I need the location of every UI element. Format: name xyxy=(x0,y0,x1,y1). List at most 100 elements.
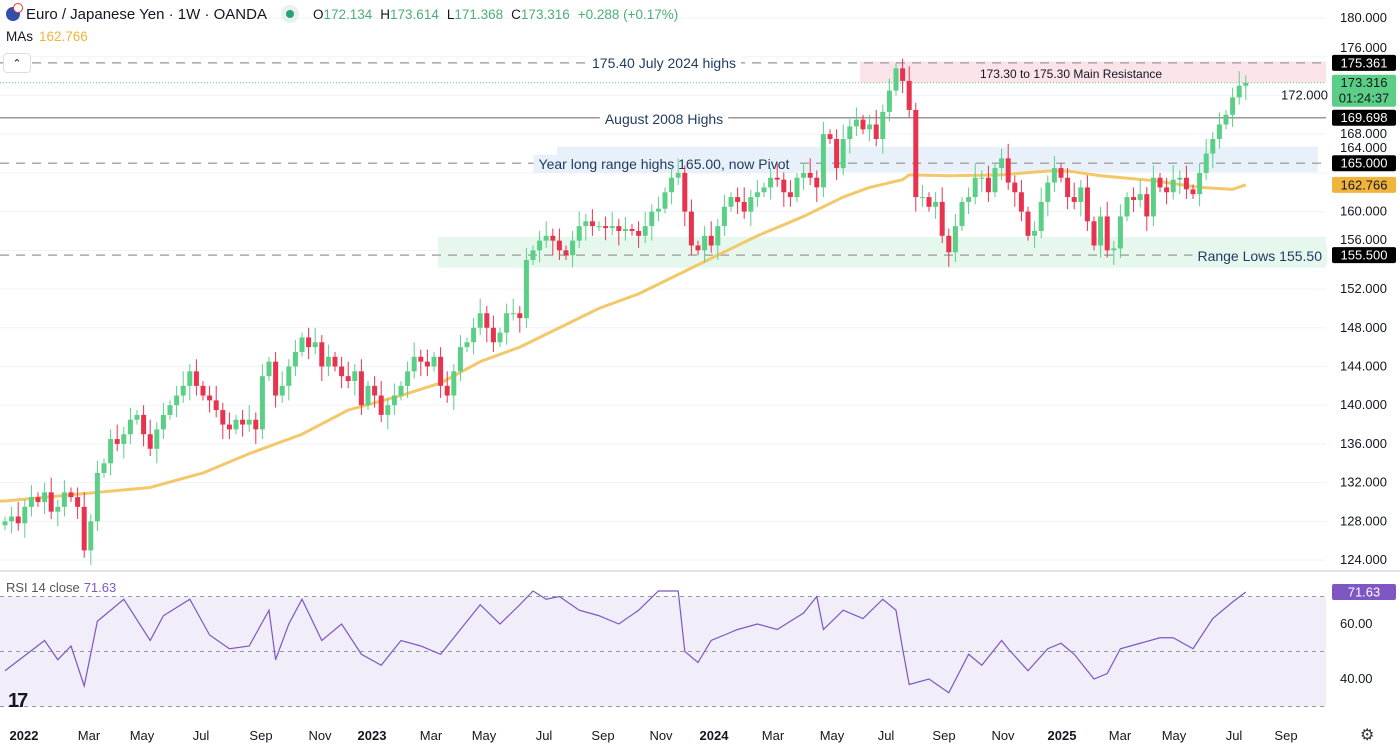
candle xyxy=(636,221,642,248)
candle-body xyxy=(319,342,325,367)
candle xyxy=(649,204,655,241)
candle xyxy=(431,351,437,372)
candle-body xyxy=(418,356,424,362)
candle xyxy=(939,187,945,244)
candle xyxy=(28,485,34,517)
candle-body xyxy=(801,172,807,178)
candle xyxy=(840,124,846,176)
candle-body xyxy=(200,385,206,396)
candle-body xyxy=(913,109,919,198)
price-badge xyxy=(1332,155,1396,172)
candle xyxy=(801,163,807,190)
price-tick-label: 180.000 xyxy=(1340,10,1387,25)
time-axis-label: Jul xyxy=(193,728,210,743)
candle xyxy=(946,228,952,267)
candle xyxy=(55,499,61,527)
rsi-band xyxy=(0,596,1326,707)
symbol-header: Euro / Japanese Yen · 1W · OANDA O172.13… xyxy=(6,3,679,23)
candle-body xyxy=(523,260,529,319)
candle-body xyxy=(180,385,186,396)
price-badge xyxy=(1332,176,1396,193)
aug-2008-label-bg xyxy=(599,110,729,128)
candle-body xyxy=(1144,194,1150,217)
candle xyxy=(1124,192,1130,222)
candle xyxy=(1084,175,1090,231)
candle-body xyxy=(1157,177,1163,188)
time-axis-label: May xyxy=(130,728,155,743)
candle-body xyxy=(226,424,232,430)
tradingview-logo[interactable]: 17 xyxy=(8,690,28,712)
candle-body xyxy=(537,240,543,251)
candle xyxy=(622,216,628,241)
rsi-badge xyxy=(1332,584,1396,601)
rsi-legend[interactable]: RSI 14 close 71.63 xyxy=(6,580,117,595)
bar-countdown: 01:24:37 xyxy=(1339,91,1390,106)
candle-body xyxy=(1177,177,1183,180)
settings-gear-icon[interactable]: ⚙ xyxy=(1360,727,1375,744)
candle xyxy=(1078,180,1084,217)
candle xyxy=(563,245,569,260)
candle-body xyxy=(675,172,681,178)
candle xyxy=(853,107,859,137)
ma-legend[interactable]: MAs 162.766 xyxy=(6,29,88,44)
candle-body xyxy=(563,250,569,256)
candle-body xyxy=(1210,139,1216,154)
candle-body xyxy=(900,68,906,81)
candle-body xyxy=(1164,187,1170,193)
candle-body xyxy=(134,414,140,420)
candle-body xyxy=(517,313,523,319)
candle xyxy=(451,364,457,411)
change-value: +0.288 (+0.17%) xyxy=(577,6,679,22)
candle-body xyxy=(233,419,239,430)
candle-body xyxy=(279,385,285,396)
candle-body xyxy=(939,201,945,236)
price-tick-label: 148.000 xyxy=(1340,320,1387,335)
candle xyxy=(682,165,688,227)
candle-body xyxy=(1236,85,1242,98)
candle xyxy=(933,192,939,219)
price-tick-label: 124.000 xyxy=(1340,552,1387,567)
collapse-legend-button[interactable]: ⌃ xyxy=(3,53,31,73)
candle xyxy=(550,228,556,256)
candle-body xyxy=(28,497,34,507)
time-axis-label: 2022 xyxy=(10,728,39,743)
candle-body xyxy=(1032,230,1038,236)
candle-body xyxy=(1104,216,1110,251)
july-highs-label-bg xyxy=(587,54,741,72)
candle xyxy=(233,414,239,435)
candle xyxy=(807,158,813,185)
candle xyxy=(398,381,404,401)
candle-body xyxy=(207,395,213,401)
price-tick-label: 136.000 xyxy=(1340,436,1387,451)
candle-body xyxy=(985,177,991,193)
candle xyxy=(886,78,892,122)
candle-body xyxy=(748,197,754,212)
candle xyxy=(279,371,285,403)
candle-body xyxy=(1183,177,1189,190)
candle xyxy=(715,218,721,260)
time-axis-label: Mar xyxy=(78,728,101,743)
candle xyxy=(160,402,166,440)
candle-body xyxy=(814,177,820,188)
price-tick-label: 156.000 xyxy=(1340,232,1387,247)
candle xyxy=(820,122,826,198)
candle xyxy=(114,424,120,452)
candle-body xyxy=(286,366,292,386)
price-badge xyxy=(1332,109,1396,126)
candle xyxy=(1025,206,1031,241)
price-tick-label: 164.000 xyxy=(1340,140,1387,155)
price-tick-label: 152.000 xyxy=(1340,281,1387,296)
candle xyxy=(1012,175,1018,207)
candle-body xyxy=(35,497,41,502)
candle-body xyxy=(1005,158,1011,183)
candle-body xyxy=(919,197,925,199)
candle-body xyxy=(583,221,589,227)
candle xyxy=(490,315,496,352)
candle-body xyxy=(1117,216,1123,249)
candle xyxy=(708,221,714,253)
symbol-title[interactable]: Euro / Japanese Yen · 1W · OANDA xyxy=(26,5,267,23)
candle-body xyxy=(682,172,688,212)
candle xyxy=(345,361,351,389)
candle-body xyxy=(1084,187,1090,222)
